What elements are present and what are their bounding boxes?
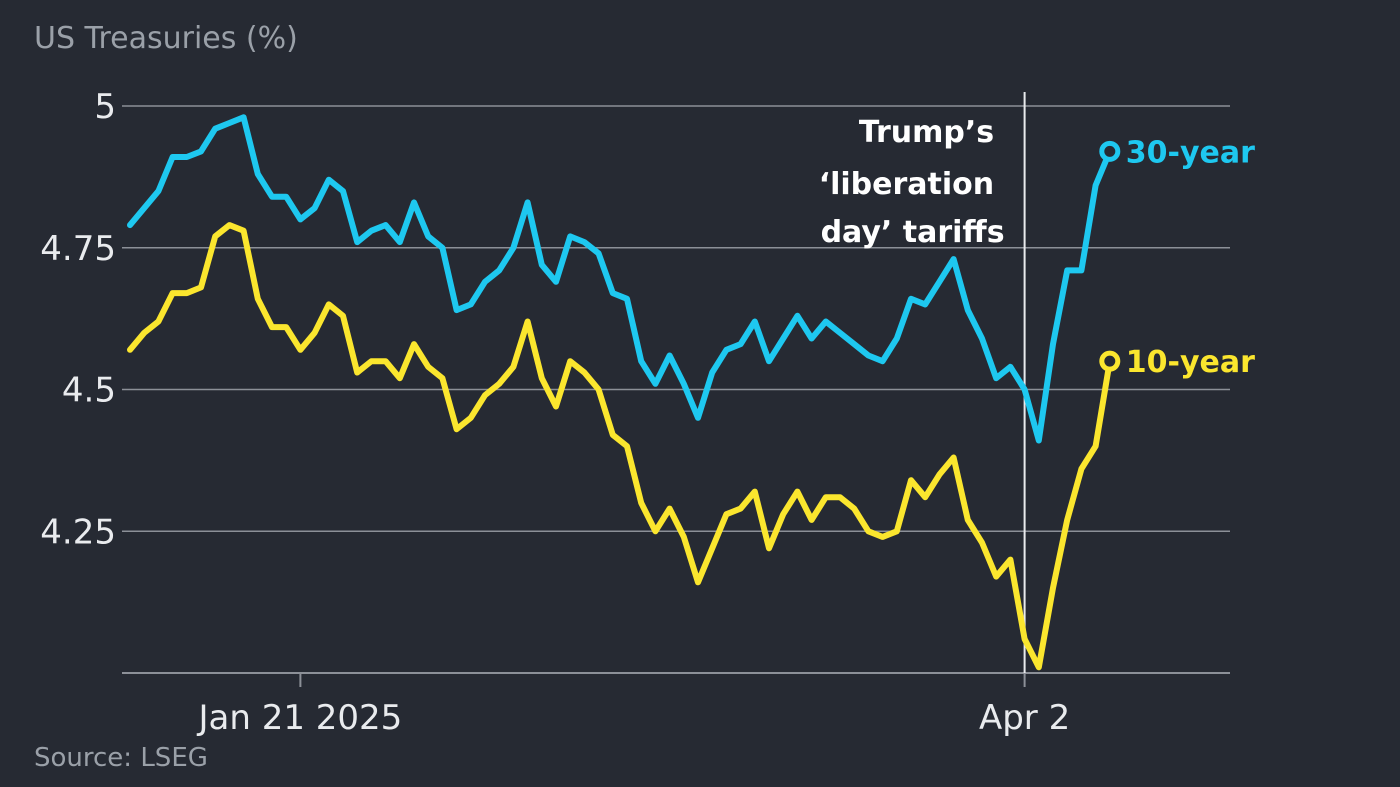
series-endpoint-10-year bbox=[1099, 350, 1121, 372]
annotation-line-3: day’ tariffs bbox=[821, 215, 1005, 250]
gridlines bbox=[122, 105, 1230, 532]
y-axis: 5 4.75 4.5 4.25 bbox=[40, 87, 116, 552]
chart-title: US Treasuries (%) bbox=[34, 21, 298, 56]
series-line-10-year bbox=[127, 222, 1113, 671]
series-line-30-year bbox=[127, 114, 1113, 444]
annotation-line-1: Trump’s bbox=[859, 115, 994, 150]
y-tick-label: 4.5 bbox=[62, 371, 116, 411]
series-endpoint-30-year bbox=[1099, 140, 1121, 162]
series-label-10-year: 10-year bbox=[1126, 345, 1255, 380]
source-note: Source: LSEG bbox=[34, 743, 208, 773]
y-tick-label: 5 bbox=[94, 87, 116, 127]
y-tick-label: 4.25 bbox=[40, 512, 116, 552]
series-label-30-year: 30-year bbox=[1126, 135, 1255, 170]
annotation-line-2: ‘liberation bbox=[819, 167, 994, 202]
x-tick-label: Apr 2 bbox=[979, 698, 1070, 738]
x-axis: Jan 21 2025 Apr 2 bbox=[196, 673, 1070, 738]
y-tick-label: 4.75 bbox=[40, 229, 116, 269]
x-tick-label: Jan 21 2025 bbox=[196, 698, 402, 738]
series-group: 30-year 10-year bbox=[127, 114, 1255, 671]
event-annotation: Trump’s ‘liberation day’ tariffs bbox=[819, 115, 1005, 250]
